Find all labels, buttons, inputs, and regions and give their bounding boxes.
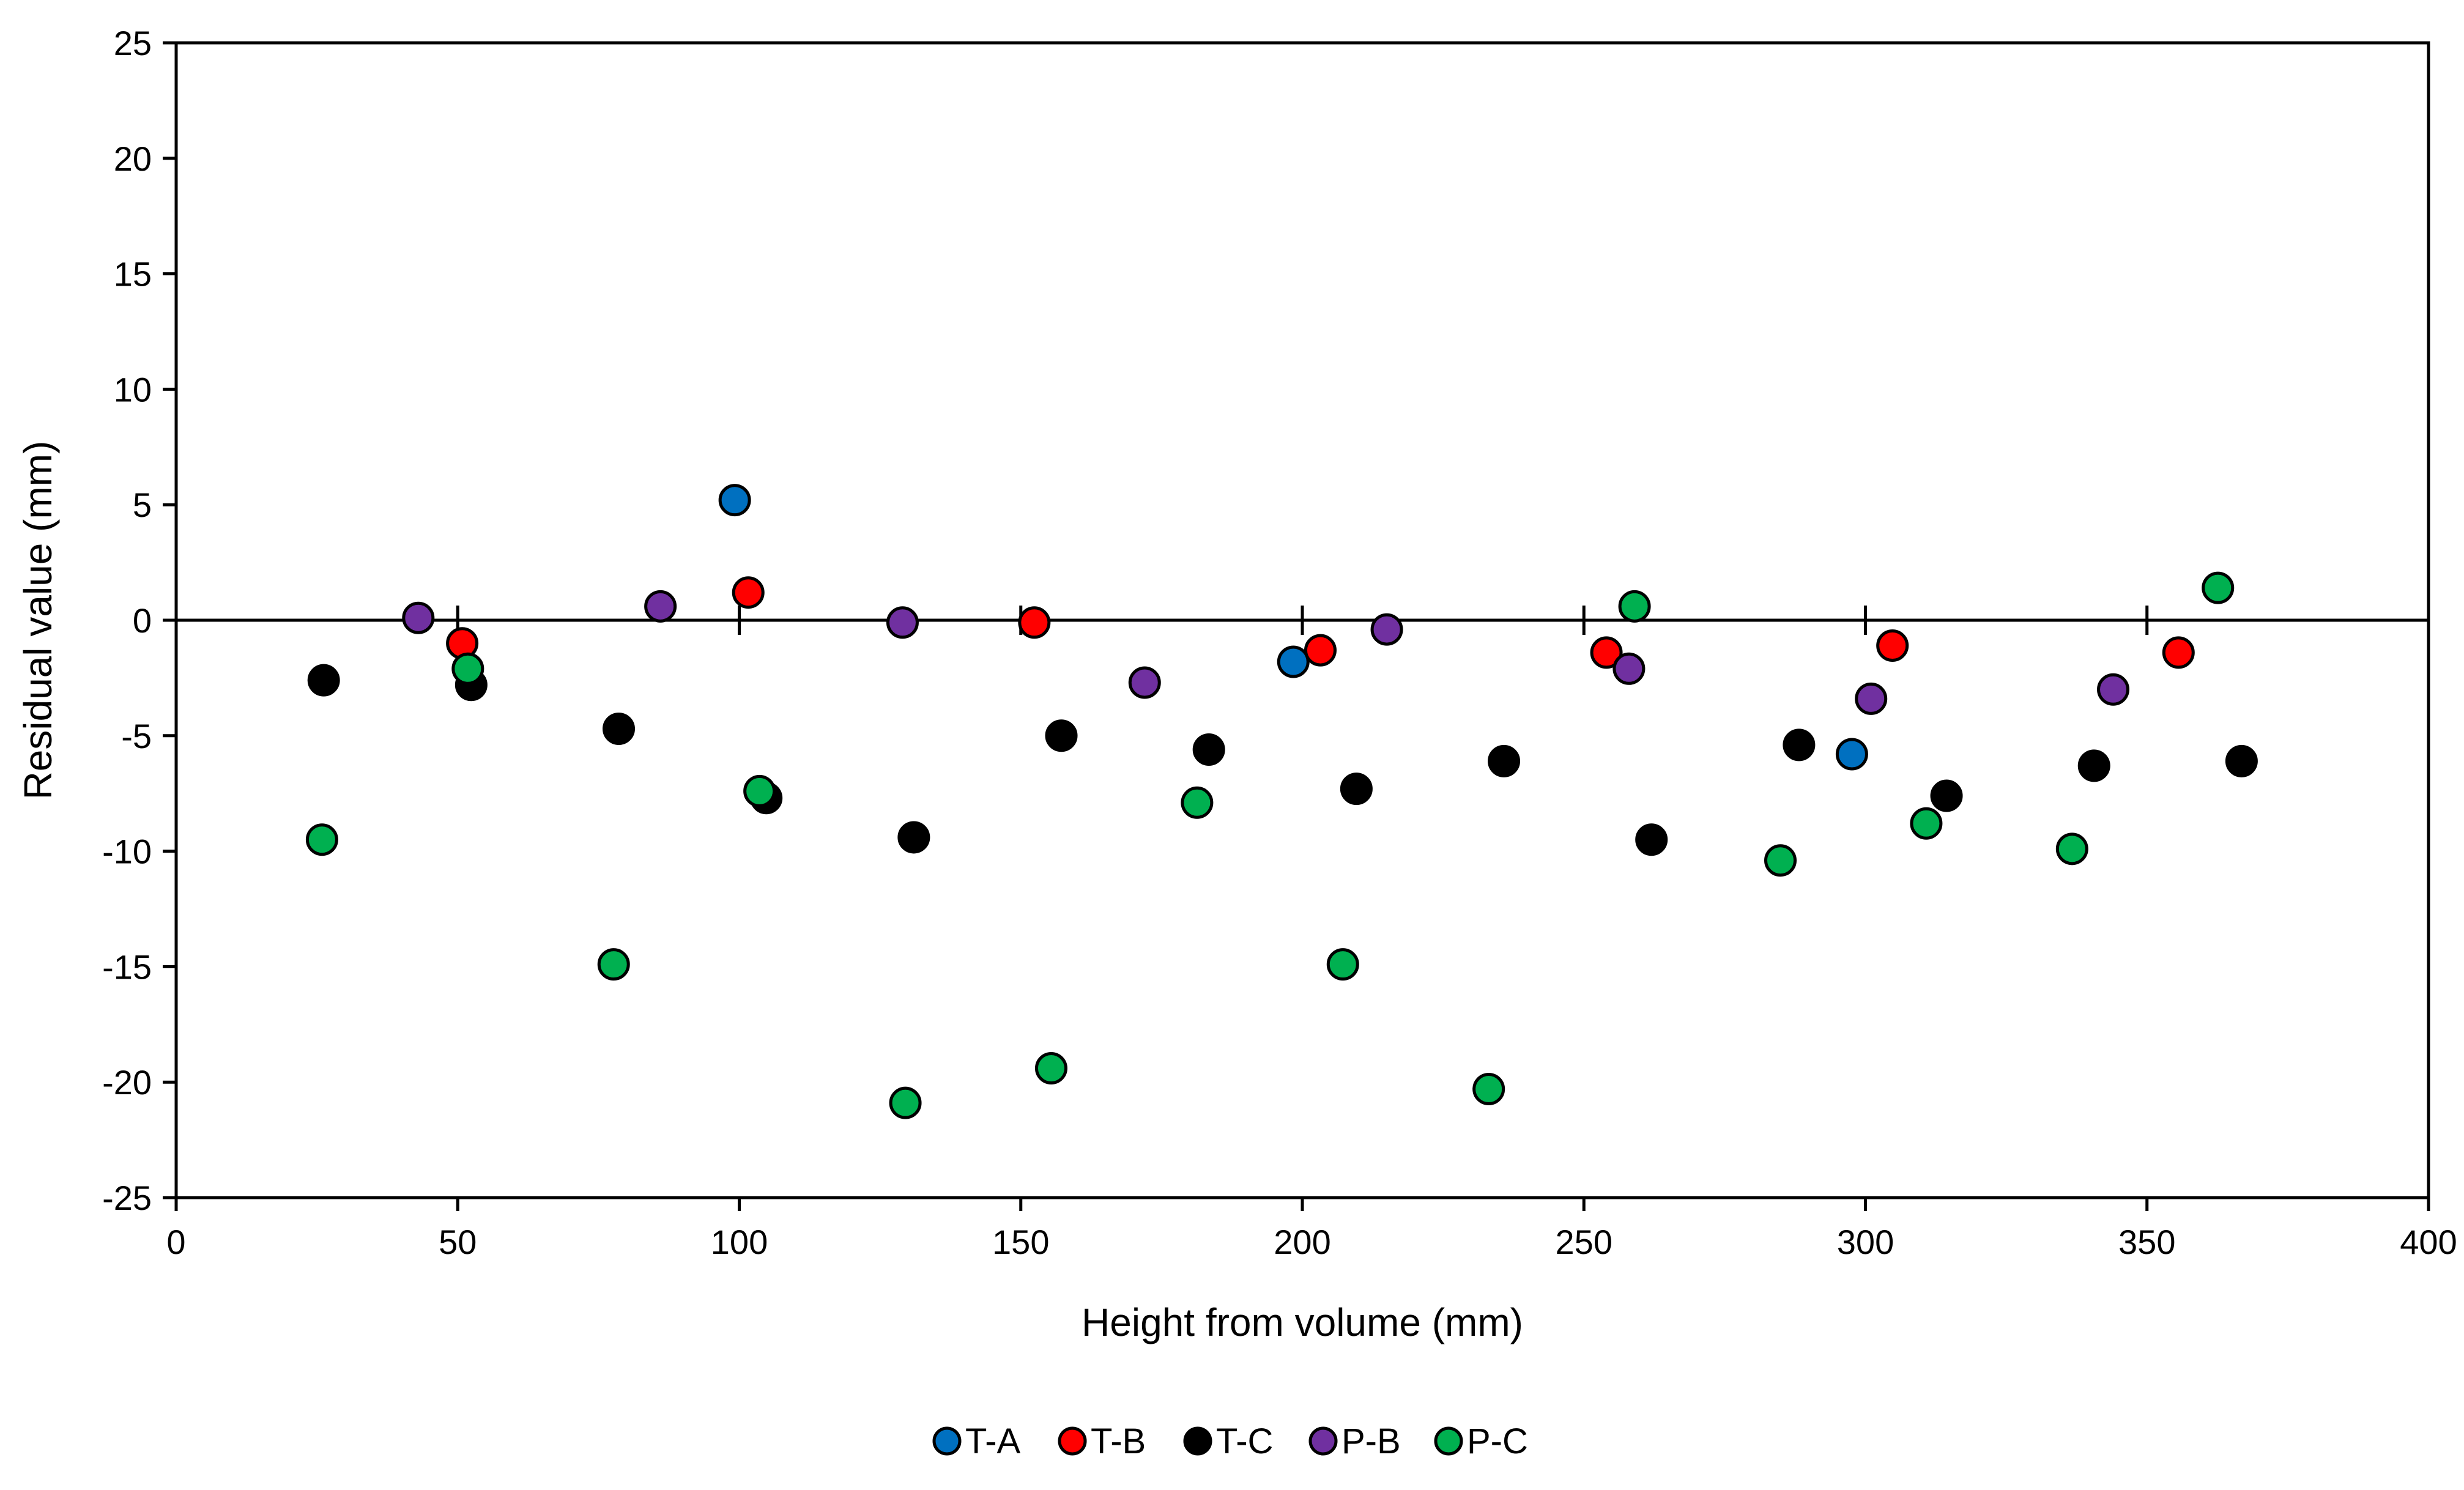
data-point <box>1488 744 1521 777</box>
data-point <box>1835 738 1868 771</box>
data-point <box>886 606 919 639</box>
data-point <box>644 590 677 623</box>
legend-item-p-c: P-C <box>1434 1421 1528 1461</box>
data-point <box>1304 634 1337 667</box>
data-point <box>889 1086 922 1119</box>
data-point <box>2097 673 2130 706</box>
data-point <box>1034 1052 1067 1085</box>
data-point <box>603 712 636 745</box>
data-point <box>1277 645 1310 678</box>
legend-item-t-c: T-C <box>1183 1421 1273 1461</box>
data-point <box>732 576 765 609</box>
data-point <box>1018 606 1051 639</box>
x-tick-label: 50 <box>439 1223 477 1261</box>
y-tick-label: -15 <box>102 947 152 986</box>
legend-label: T-B <box>1091 1421 1146 1461</box>
data-point <box>1930 779 1963 812</box>
data-point <box>1045 719 1078 752</box>
data-point <box>402 601 435 634</box>
y-tick-label: -5 <box>121 717 152 755</box>
x-tick-label: 0 <box>166 1223 185 1261</box>
legend-item-p-b: P-B <box>1308 1421 1401 1461</box>
series-p-b <box>402 590 2130 715</box>
series-t-a <box>718 484 1868 771</box>
legend-marker <box>1434 1426 1463 1456</box>
y-tick-label: -20 <box>102 1063 152 1102</box>
data-point <box>307 664 340 697</box>
data-point <box>1612 652 1646 685</box>
y-tick-label: 5 <box>133 486 152 524</box>
legend-label: P-B <box>1341 1421 1401 1461</box>
x-tick-label: 200 <box>1274 1223 1330 1261</box>
data-point <box>1855 682 1888 715</box>
y-tick-label: -25 <box>102 1179 152 1217</box>
legend-item-t-b: T-B <box>1058 1421 1146 1461</box>
y-tick-label: 0 <box>133 601 152 640</box>
data-point <box>1635 823 1668 856</box>
data-point <box>1326 948 1359 981</box>
y-tick-label: 10 <box>114 370 152 409</box>
data-point <box>743 774 776 807</box>
x-tick-label: 100 <box>711 1223 768 1261</box>
data-point <box>2202 571 2235 604</box>
legend-marker <box>1183 1426 1212 1456</box>
y-tick-label: 15 <box>114 255 152 294</box>
y-tick-label: -10 <box>102 832 152 871</box>
data-point <box>2162 636 2195 669</box>
y-tick-label: 20 <box>114 139 152 178</box>
y-tick-label: 25 <box>114 24 152 62</box>
legend-marker <box>932 1426 962 1456</box>
data-point <box>897 821 930 854</box>
data-point <box>597 948 630 981</box>
x-axis-title: Height from volume (mm) <box>1082 1300 1523 1344</box>
legend-label: P-C <box>1467 1421 1528 1461</box>
data-point <box>305 823 338 856</box>
y-axis-title: Residual value (mm) <box>16 441 60 800</box>
legend-marker <box>1308 1426 1338 1456</box>
data-point <box>1876 629 1909 662</box>
x-tick-label: 150 <box>992 1223 1049 1261</box>
legend-label: T-C <box>1216 1421 1273 1461</box>
data-point <box>2055 832 2088 865</box>
series-t-b <box>446 576 2195 669</box>
legend: T-A T-B T-C P-B P-C <box>932 1421 1528 1461</box>
data-point <box>2225 744 2258 777</box>
series-p-c <box>305 571 2235 1119</box>
data-point <box>2077 749 2110 782</box>
x-tick-label: 400 <box>2400 1223 2457 1261</box>
data-point <box>1472 1073 1505 1106</box>
data-point <box>718 484 751 517</box>
x-axis-ticks: 0 50 100 150 200 250 300 350 400 <box>166 1198 2457 1261</box>
data-point <box>1181 786 1214 819</box>
legend-label: T-A <box>965 1421 1021 1461</box>
data-points <box>305 484 2258 1119</box>
x-tick-label: 350 <box>2118 1223 2175 1261</box>
y-axis-ticks: 25 20 15 10 5 0 -5 -10 -15 -20 -25 <box>102 24 176 1217</box>
data-point <box>451 652 484 685</box>
data-point <box>1590 636 1623 669</box>
data-point <box>1764 844 1797 877</box>
data-point <box>1128 666 1161 699</box>
legend-marker <box>1058 1426 1087 1456</box>
data-point <box>1192 733 1225 766</box>
legend-item-t-a: T-A <box>932 1421 1021 1461</box>
data-point <box>1910 807 1943 840</box>
x-tick-label: 250 <box>1556 1223 1612 1261</box>
data-point <box>1370 613 1403 646</box>
data-point <box>1783 728 1816 762</box>
x-tick-label: 300 <box>1837 1223 1894 1261</box>
data-point <box>1618 590 1651 623</box>
data-point <box>1340 773 1373 806</box>
